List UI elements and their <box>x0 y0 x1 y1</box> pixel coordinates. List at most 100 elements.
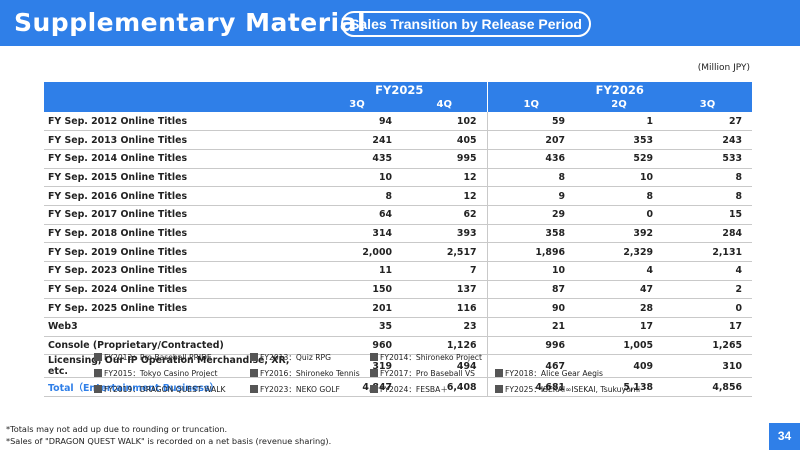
row-label: FY Sep. 2018 Online Titles <box>44 224 312 244</box>
row-label: FY Sep. 2012 Online Titles <box>44 112 312 132</box>
table-cell: 1,265 <box>663 336 752 356</box>
table-cell: 8 <box>663 168 752 188</box>
table-cell: 12 <box>402 186 488 206</box>
legend-square-icon <box>250 353 258 361</box>
row-label: FY Sep. 2016 Online Titles <box>44 186 312 206</box>
table-cell: 1,126 <box>402 336 488 356</box>
table-cell: 59 <box>487 112 575 132</box>
footnotes: *Totals may not add up due to rounding o… <box>6 423 331 447</box>
page-number: 34 <box>769 423 800 450</box>
table-cell: 467 <box>487 354 575 379</box>
table-cell: 4,681 <box>487 377 575 398</box>
legend-item: FY2012：Pro Baseball PRIDE <box>94 352 212 363</box>
table-cell: 284 <box>663 224 752 244</box>
table-row: FY Sep. 2025 Online Titles 201 116 90 28 0 <box>44 298 752 319</box>
table-cell: 0 <box>663 298 752 319</box>
legend-item: FY2023：NEKO GOLF <box>250 384 340 395</box>
table-cell: 358 <box>487 224 575 244</box>
table-cell: 15 <box>663 205 752 225</box>
table-cell: 10 <box>312 168 402 188</box>
page-title: Supplementary Material <box>14 8 367 37</box>
table-cell: 64 <box>312 205 402 225</box>
legend-item: FY2024：FESBA＋ <box>370 384 448 395</box>
legend-item: FY2014：Shironeko Project <box>370 352 482 363</box>
row-label: FY Sep. 2023 Online Titles <box>44 261 312 281</box>
footnote: *Totals may not add up due to rounding o… <box>6 424 228 434</box>
header-blank <box>44 82 312 97</box>
table-cell: 310 <box>663 354 752 379</box>
table-cell: 1 <box>575 112 663 132</box>
table-row: FY Sep. 2016 Online Titles 8 12 9 8 8 <box>44 186 752 206</box>
table-cell: 9 <box>487 186 575 206</box>
table-cell: 241 <box>312 130 402 150</box>
table-cell: 2,329 <box>575 242 663 262</box>
legend-item: FY2025：ISEKAI∞ISEKAI, Tsukuyomi <box>495 384 640 395</box>
header-fy2025: FY2025 <box>312 82 488 97</box>
table-cell: 87 <box>487 280 575 300</box>
table-cell: 11 <box>312 261 402 281</box>
table-row: FY Sep. 2018 Online Titles 314 393 358 392 28… <box>44 224 752 244</box>
table-row: FY Sep. 2019 Online Titles 2,000 2,517 1,89… <box>44 242 752 262</box>
header-quarter: 1Q <box>487 97 575 112</box>
table-cell: 405 <box>402 130 488 150</box>
table-cell: 494 <box>402 354 488 379</box>
table-cell: 393 <box>402 224 488 244</box>
table-row: Licensing, Our IP Operation Merchandise,… <box>44 354 752 379</box>
table-row: FY Sep. 2017 Online Titles 64 62 29 0 15 <box>44 205 752 225</box>
table-cell: 243 <box>663 130 752 150</box>
table-cell: 116 <box>402 298 488 319</box>
table-cell: 2,131 <box>663 242 752 262</box>
legend-square-icon <box>94 385 102 393</box>
table-row: FY Sep. 2012 Online Titles 94 102 59 1 27 <box>44 112 752 132</box>
row-label: FY Sep. 2019 Online Titles <box>44 242 312 262</box>
table-cell: 47 <box>575 280 663 300</box>
table-row: FY Sep. 2024 Online Titles 150 137 87 47 2 <box>44 280 752 300</box>
table-cell: 8 <box>575 186 663 206</box>
table-cell: 8 <box>487 168 575 188</box>
legend-item: FY2017：Pro Baseball VS <box>370 368 475 379</box>
row-label: Web3 <box>44 317 312 337</box>
legend-item: FY2015：Tokyo Casino Project <box>94 368 217 379</box>
legend-item: FY2013：Quiz RPG <box>250 352 331 363</box>
legend-square-icon <box>495 369 503 377</box>
table-cell: 435 <box>312 149 402 169</box>
table-row: Console (Proprietary/Contracted) 960 1,126… <box>44 336 752 356</box>
legend-square-icon <box>495 385 503 393</box>
table-cell: 35 <box>312 317 402 337</box>
legend-item: FY2016：Shironeko Tennis <box>250 368 360 379</box>
legend-square-icon <box>370 369 378 377</box>
row-label: FY Sep. 2017 Online Titles <box>44 205 312 225</box>
table-cell: 28 <box>575 298 663 319</box>
header-blank <box>44 97 312 112</box>
table-cell: 102 <box>402 112 488 132</box>
sales-table: FY2025 FY2026 3Q 4Q 1Q 2Q 3Q FY Sep. 201… <box>44 82 752 398</box>
table-cell: 137 <box>402 280 488 300</box>
table-cell: 10 <box>487 261 575 281</box>
legend-item: FY2019：DRAGON QUEST WALK <box>94 384 225 395</box>
footnote: *Sales of "DRAGON QUEST WALK" is recorde… <box>6 436 332 446</box>
legend-square-icon <box>250 385 258 393</box>
table-cell: 21 <box>487 317 575 337</box>
header-fy2026: FY2026 <box>487 82 752 97</box>
legend-square-icon <box>370 385 378 393</box>
table-cell: 27 <box>663 112 752 132</box>
table-cell: 996 <box>487 336 575 356</box>
table-cell: 392 <box>575 224 663 244</box>
header-quarter: 2Q <box>575 97 663 112</box>
table-cell: 150 <box>312 280 402 300</box>
legend-square-icon <box>250 369 258 377</box>
table-cell: 4 <box>663 261 752 281</box>
row-label: Licensing, Our IP Operation Merchandise,… <box>44 354 312 379</box>
table-cell: 5,138 <box>575 377 663 398</box>
table-cell: 409 <box>575 354 663 379</box>
table-cell: 529 <box>575 149 663 169</box>
table-cell: 17 <box>575 317 663 337</box>
table-row: FY Sep. 2015 Online Titles 10 12 8 10 8 <box>44 168 752 188</box>
table-cell: 7 <box>402 261 488 281</box>
table-cell: 10 <box>575 168 663 188</box>
quarter-header-row: 3Q 4Q 1Q 2Q 3Q <box>44 97 752 112</box>
table-cell: 314 <box>312 224 402 244</box>
row-label: FY Sep. 2024 Online Titles <box>44 280 312 300</box>
table-cell: 4 <box>575 261 663 281</box>
section-subtitle-badge: Sales Transition by Release Period <box>341 11 591 37</box>
